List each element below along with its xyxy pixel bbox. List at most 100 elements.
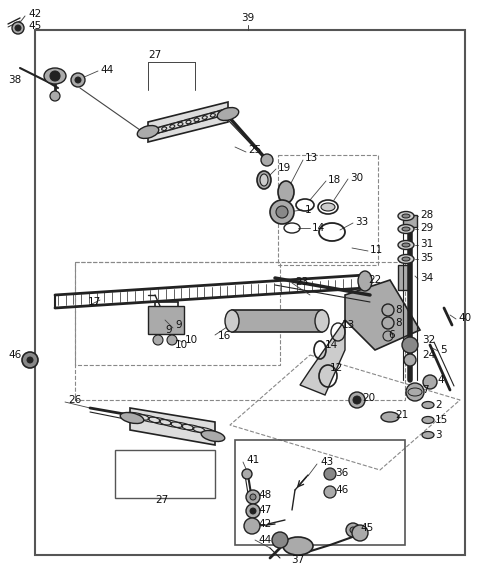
Ellipse shape xyxy=(321,203,335,211)
Circle shape xyxy=(353,396,361,404)
Circle shape xyxy=(246,490,260,504)
Text: 41: 41 xyxy=(246,455,259,465)
Text: 29: 29 xyxy=(420,223,433,233)
Ellipse shape xyxy=(217,108,239,120)
Text: 33: 33 xyxy=(355,217,368,227)
Ellipse shape xyxy=(278,181,294,203)
Text: 46: 46 xyxy=(8,350,21,360)
Text: 45: 45 xyxy=(28,21,41,31)
Text: 27: 27 xyxy=(148,50,161,60)
Circle shape xyxy=(406,383,424,401)
Text: 15: 15 xyxy=(435,415,448,425)
Text: 30: 30 xyxy=(350,173,363,183)
Circle shape xyxy=(324,468,336,480)
Text: 44: 44 xyxy=(258,535,271,545)
Circle shape xyxy=(261,154,273,166)
Ellipse shape xyxy=(137,125,159,139)
Text: 16: 16 xyxy=(218,331,231,341)
Text: 13: 13 xyxy=(342,320,355,330)
Ellipse shape xyxy=(44,68,66,84)
Circle shape xyxy=(167,335,177,345)
Text: 23: 23 xyxy=(295,277,308,287)
Text: 7: 7 xyxy=(422,385,429,395)
Circle shape xyxy=(272,532,288,548)
Circle shape xyxy=(50,71,60,81)
Circle shape xyxy=(404,354,416,366)
Ellipse shape xyxy=(120,413,144,424)
Text: 13: 13 xyxy=(305,153,318,163)
Ellipse shape xyxy=(381,412,399,422)
Text: 2: 2 xyxy=(435,400,442,410)
Text: 26: 26 xyxy=(68,395,81,405)
Ellipse shape xyxy=(398,224,414,234)
Text: 10: 10 xyxy=(175,340,188,350)
Circle shape xyxy=(276,206,288,218)
Text: 27: 27 xyxy=(156,495,168,505)
Text: 8: 8 xyxy=(395,318,402,328)
Bar xyxy=(35,30,465,555)
Text: 36: 36 xyxy=(335,468,348,478)
Text: 14: 14 xyxy=(312,223,325,233)
Circle shape xyxy=(270,200,294,224)
Ellipse shape xyxy=(257,171,271,189)
Circle shape xyxy=(12,22,24,34)
Text: 32: 32 xyxy=(422,335,435,345)
Bar xyxy=(398,265,410,290)
Text: 46: 46 xyxy=(335,485,348,495)
Ellipse shape xyxy=(422,432,434,439)
Circle shape xyxy=(402,337,418,353)
Text: 17: 17 xyxy=(88,297,101,307)
Circle shape xyxy=(71,73,85,87)
Circle shape xyxy=(22,352,38,368)
Circle shape xyxy=(50,91,60,101)
Text: 19: 19 xyxy=(278,163,291,173)
Circle shape xyxy=(250,494,256,500)
Bar xyxy=(232,310,322,332)
Ellipse shape xyxy=(260,174,268,186)
Text: 25: 25 xyxy=(248,145,261,155)
Ellipse shape xyxy=(402,214,410,218)
Circle shape xyxy=(423,375,437,389)
Text: 44: 44 xyxy=(100,65,113,75)
Ellipse shape xyxy=(422,417,434,424)
Ellipse shape xyxy=(358,271,372,291)
Circle shape xyxy=(246,504,260,518)
Circle shape xyxy=(75,77,81,83)
Text: 22: 22 xyxy=(368,275,381,285)
Text: 4: 4 xyxy=(437,375,444,385)
Bar xyxy=(235,440,405,545)
Polygon shape xyxy=(300,320,345,395)
Ellipse shape xyxy=(201,431,225,442)
Text: 1: 1 xyxy=(305,205,312,215)
Text: 48: 48 xyxy=(258,490,271,500)
Text: 20: 20 xyxy=(362,393,375,403)
Circle shape xyxy=(349,392,365,408)
Ellipse shape xyxy=(402,243,410,247)
Polygon shape xyxy=(148,102,228,142)
Text: 31: 31 xyxy=(420,239,433,249)
Text: 39: 39 xyxy=(241,13,254,23)
Text: 43: 43 xyxy=(320,457,333,467)
Text: 12: 12 xyxy=(330,363,343,373)
Text: 47: 47 xyxy=(258,505,271,515)
Text: 45: 45 xyxy=(360,523,373,533)
Text: 21: 21 xyxy=(395,410,408,420)
Text: 40: 40 xyxy=(458,313,471,323)
Text: 18: 18 xyxy=(328,175,341,185)
Ellipse shape xyxy=(402,257,410,261)
Bar xyxy=(148,306,184,334)
Circle shape xyxy=(27,357,33,363)
Circle shape xyxy=(346,523,360,537)
Text: 9: 9 xyxy=(165,325,172,335)
Circle shape xyxy=(350,527,356,533)
Circle shape xyxy=(15,25,21,31)
Text: 38: 38 xyxy=(8,75,21,85)
Ellipse shape xyxy=(422,402,434,409)
Circle shape xyxy=(352,525,368,541)
Ellipse shape xyxy=(398,254,414,264)
Text: 35: 35 xyxy=(420,253,433,263)
Text: 24: 24 xyxy=(422,350,435,360)
Ellipse shape xyxy=(398,212,414,220)
Text: 3: 3 xyxy=(435,430,442,440)
Text: 28: 28 xyxy=(420,210,433,220)
